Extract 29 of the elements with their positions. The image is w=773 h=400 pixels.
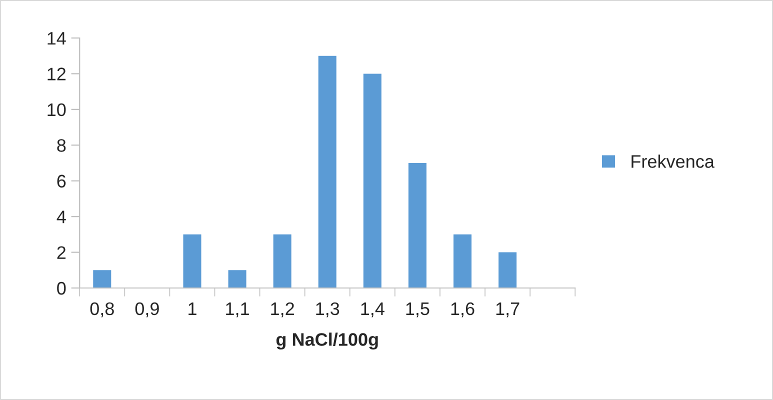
- bar: [183, 234, 202, 288]
- x-axis-title: g NaCl/100g: [276, 332, 378, 350]
- y-tick-label: 8: [57, 139, 66, 152]
- bar: [228, 270, 246, 288]
- y-tick-label: 12: [48, 68, 66, 80]
- bar: [498, 252, 517, 288]
- y-tick-label: 4: [56, 210, 66, 224]
- bar: [408, 163, 426, 288]
- x-tick-label: 1,2: [271, 302, 294, 318]
- x-tick-label: 1: [188, 302, 196, 315]
- legend-label: Frekvenca: [632, 154, 714, 168]
- y-tick-label: 14: [48, 32, 66, 45]
- x-tick-label: 1,3: [316, 302, 340, 318]
- x-tick-label: 1,4: [361, 302, 384, 318]
- bar: [363, 74, 382, 288]
- x-tick-label: 1,5: [406, 302, 430, 318]
- x-tick-label: 1,7: [496, 302, 520, 318]
- bar: [318, 56, 336, 288]
- y-tick-label: 2: [57, 246, 66, 259]
- x-tick-label: 0,9: [135, 302, 159, 318]
- bar: [453, 234, 472, 288]
- bar: [273, 234, 292, 288]
- bar: [93, 270, 112, 288]
- x-tick-label: 1,1: [226, 302, 249, 318]
- y-tick-label: 0: [57, 282, 66, 295]
- x-tick-label: 0,8: [90, 302, 114, 318]
- y-tick-label: 10: [48, 103, 66, 116]
- x-tick-label: 1,6: [451, 302, 474, 318]
- y-tick-label: 6: [57, 174, 66, 188]
